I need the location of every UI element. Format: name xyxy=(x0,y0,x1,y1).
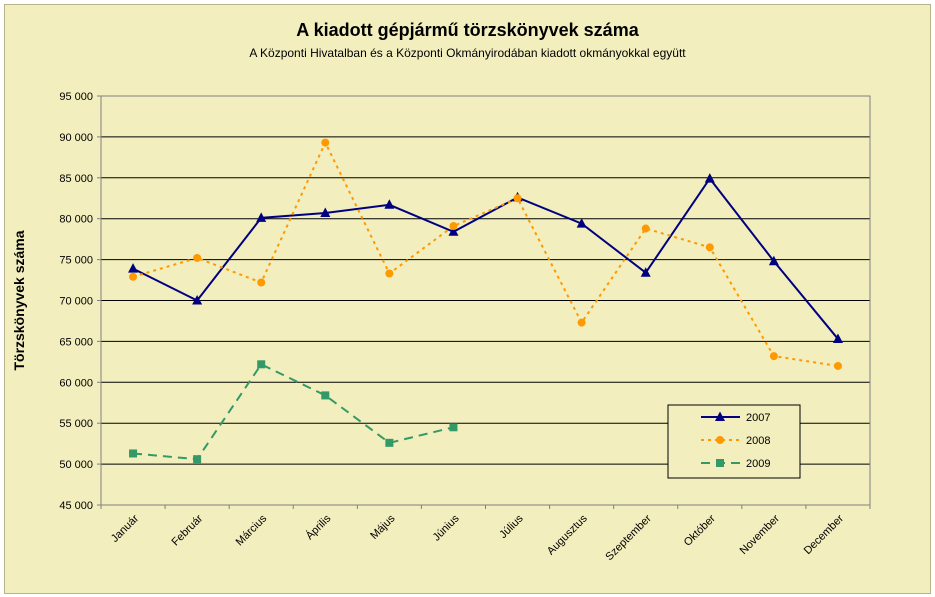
y-tick-label: 55 000 xyxy=(59,418,93,430)
data-point xyxy=(704,173,715,183)
x-tick-label: Február xyxy=(170,512,206,548)
data-point xyxy=(385,269,394,278)
data-point xyxy=(256,212,267,222)
data-point xyxy=(321,391,330,400)
x-tick-label: Március xyxy=(234,512,270,548)
data-point xyxy=(129,449,138,458)
data-point xyxy=(321,138,330,147)
y-tick-label: 90 000 xyxy=(59,132,93,144)
data-point xyxy=(320,207,331,217)
y-axis-ticks: 45 000 50 000 55 000 60 000 65 000 70 000 75 0… xyxy=(59,91,101,512)
x-tick-label: Április xyxy=(303,512,334,543)
data-point xyxy=(385,438,394,447)
y-tick-label: 95 000 xyxy=(59,91,93,103)
x-tick-label: Október xyxy=(682,512,718,548)
data-point xyxy=(128,263,139,273)
data-point xyxy=(257,360,266,369)
y-tick-label: 50 000 xyxy=(59,459,93,471)
data-point xyxy=(384,199,395,209)
legend-label: 2007 xyxy=(746,412,770,424)
data-point xyxy=(449,222,458,231)
data-point xyxy=(513,194,522,203)
legend-marker xyxy=(715,411,725,421)
data-point xyxy=(193,253,202,262)
data-point xyxy=(129,272,138,281)
y-tick-label: 45 000 xyxy=(59,500,93,512)
data-point xyxy=(576,218,587,228)
legend-item: 2008 xyxy=(701,435,770,447)
series-line xyxy=(132,176,839,340)
x-tick-label: Június xyxy=(431,512,462,543)
series-2007 xyxy=(128,173,843,343)
x-tick-label: Július xyxy=(497,512,526,541)
legend-item: 2007 xyxy=(701,411,770,424)
data-point xyxy=(640,267,651,277)
legend: 2007 2008 2009 xyxy=(667,404,801,479)
y-tick-label: 60 000 xyxy=(59,377,93,389)
chart-background xyxy=(4,4,931,594)
x-tick-label: November xyxy=(738,512,783,557)
x-axis-ticks: Január Február Március Április Május Június Jú… xyxy=(100,505,871,563)
data-point xyxy=(192,295,203,305)
y-tick-label: 75 000 xyxy=(59,255,93,267)
data-point xyxy=(705,243,714,252)
data-point xyxy=(832,333,843,343)
legend-marker xyxy=(716,459,724,467)
data-point xyxy=(769,352,778,361)
y-tick-label: 85 000 xyxy=(59,173,93,185)
x-tick-label: Január xyxy=(109,512,142,545)
legend-box xyxy=(667,404,801,479)
x-tick-label: December xyxy=(802,512,847,557)
y-tick-label: 65 000 xyxy=(59,336,93,348)
legend-label: 2008 xyxy=(746,435,770,447)
series-2009 xyxy=(129,360,458,464)
data-point xyxy=(833,361,842,370)
chart-title: A kiadott gépjármű törzskönyvek száma xyxy=(296,20,639,40)
legend-marker xyxy=(716,436,724,444)
data-point xyxy=(193,455,202,464)
series-2008 xyxy=(129,138,842,370)
data-point xyxy=(577,318,586,327)
x-tick-label: Szeptember xyxy=(603,512,654,563)
legend-item: 2009 xyxy=(701,458,770,470)
series-group xyxy=(128,138,843,464)
y-tick-label: 70 000 xyxy=(59,296,93,308)
chart-subtitle: A Központi Hivatalban és a Központi Okmá… xyxy=(249,46,686,60)
data-point xyxy=(257,278,266,287)
y-axis-label: Törzskönyvek száma xyxy=(11,230,27,370)
data-point xyxy=(448,226,459,236)
x-tick-label: Augusztus xyxy=(545,512,590,557)
x-tick-label: Május xyxy=(368,512,398,542)
data-point xyxy=(768,255,779,266)
series-line xyxy=(132,140,839,367)
legend-label: 2009 xyxy=(746,458,770,470)
data-point xyxy=(641,224,650,233)
data-point xyxy=(449,423,458,432)
series-line xyxy=(132,363,454,461)
y-tick-label: 80 000 xyxy=(59,214,93,226)
